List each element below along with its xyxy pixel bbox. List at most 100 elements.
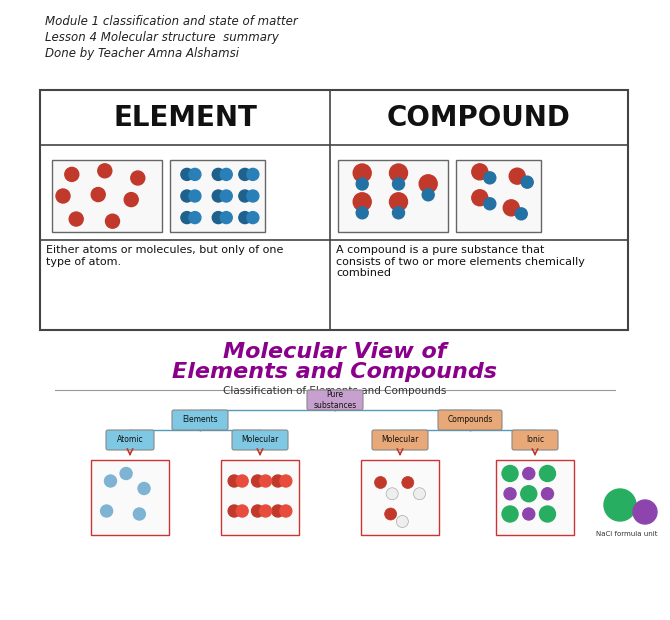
Bar [496,460,574,535]
FancyBboxPatch shape [172,410,228,430]
Circle shape [521,176,533,188]
Circle shape [220,169,232,180]
Circle shape [280,505,292,517]
Circle shape [521,485,537,502]
Circle shape [509,168,525,184]
Circle shape [504,488,516,500]
Circle shape [515,208,527,220]
Circle shape [484,172,496,184]
Circle shape [472,164,488,180]
Circle shape [375,477,387,489]
Circle shape [604,489,636,521]
FancyBboxPatch shape [307,390,363,410]
Circle shape [541,488,553,500]
Circle shape [239,190,251,202]
Text: Elements: Elements [182,415,218,425]
Text: Pure
substances: Pure substances [314,391,356,410]
Bar [221,460,299,535]
Text: COMPOUND: COMPOUND [387,104,571,131]
Circle shape [189,169,201,180]
Circle shape [236,505,248,517]
Circle shape [247,190,259,202]
Bar [52,160,162,232]
Text: NaCl formula unit: NaCl formula unit [596,531,658,537]
FancyBboxPatch shape [106,430,154,450]
Circle shape [633,500,657,524]
Circle shape [503,200,519,216]
Circle shape [98,164,112,178]
Circle shape [356,207,368,219]
FancyBboxPatch shape [438,410,502,430]
Circle shape [353,193,371,211]
Circle shape [272,505,284,517]
Circle shape [389,164,407,182]
Circle shape [356,178,368,190]
Circle shape [393,207,405,219]
FancyBboxPatch shape [512,430,558,450]
Circle shape [539,506,555,522]
Circle shape [251,505,263,517]
Text: Molecular: Molecular [241,435,279,445]
Circle shape [138,482,150,495]
Text: Elements and Compounds: Elements and Compounds [172,362,498,382]
Circle shape [181,169,193,180]
Bar [361,460,439,535]
Circle shape [189,190,201,202]
Circle shape [247,169,259,180]
Bar [338,160,448,232]
Circle shape [472,190,488,206]
Bar [91,460,169,535]
Circle shape [247,211,259,224]
Circle shape [212,211,224,224]
Circle shape [523,467,535,479]
Circle shape [228,505,240,517]
Circle shape [69,212,83,226]
Circle shape [65,167,79,182]
Circle shape [393,178,405,190]
Circle shape [397,515,408,528]
Circle shape [120,467,132,479]
Circle shape [133,508,145,520]
Text: Compounds: Compounds [448,415,492,425]
Circle shape [181,190,193,202]
Circle shape [105,214,119,228]
Text: Done by Teacher Amna Alshamsi: Done by Teacher Amna Alshamsi [45,47,239,60]
Circle shape [280,475,292,487]
Circle shape [91,188,105,202]
Text: Ionic: Ionic [526,435,544,445]
Circle shape [413,488,425,500]
Text: Classification of Elements and Compounds: Classification of Elements and Compounds [223,386,447,396]
Text: Either atoms or molecules, but only of one
type of atom.: Either atoms or molecules, but only of o… [46,245,283,267]
Text: A compound is a pure substance that
consists of two or more elements chemically
: A compound is a pure substance that cons… [336,245,585,278]
Circle shape [422,189,434,201]
Bar [456,160,541,232]
Text: Atomic: Atomic [117,435,143,445]
Bar [40,90,628,330]
Circle shape [484,198,496,210]
Circle shape [402,477,414,489]
Circle shape [220,190,232,202]
Circle shape [502,466,518,482]
Circle shape [189,211,201,224]
FancyBboxPatch shape [232,430,288,450]
Circle shape [228,475,240,487]
Circle shape [523,508,535,520]
Circle shape [259,505,271,517]
Text: Module 1 classification and state of matter: Module 1 classification and state of mat… [45,15,297,28]
Text: Molecular: Molecular [381,435,419,445]
Circle shape [220,211,232,224]
Circle shape [385,508,397,520]
Text: Lesson 4 Molecular structure  summary: Lesson 4 Molecular structure summary [45,31,279,44]
Circle shape [236,475,248,487]
Circle shape [131,171,145,185]
Circle shape [251,475,263,487]
Circle shape [419,175,438,193]
Circle shape [272,475,284,487]
Circle shape [386,488,398,500]
Circle shape [105,475,117,487]
Circle shape [239,169,251,180]
Circle shape [259,475,271,487]
Text: Molecular View of: Molecular View of [223,342,447,362]
Circle shape [100,505,113,517]
Circle shape [212,190,224,202]
